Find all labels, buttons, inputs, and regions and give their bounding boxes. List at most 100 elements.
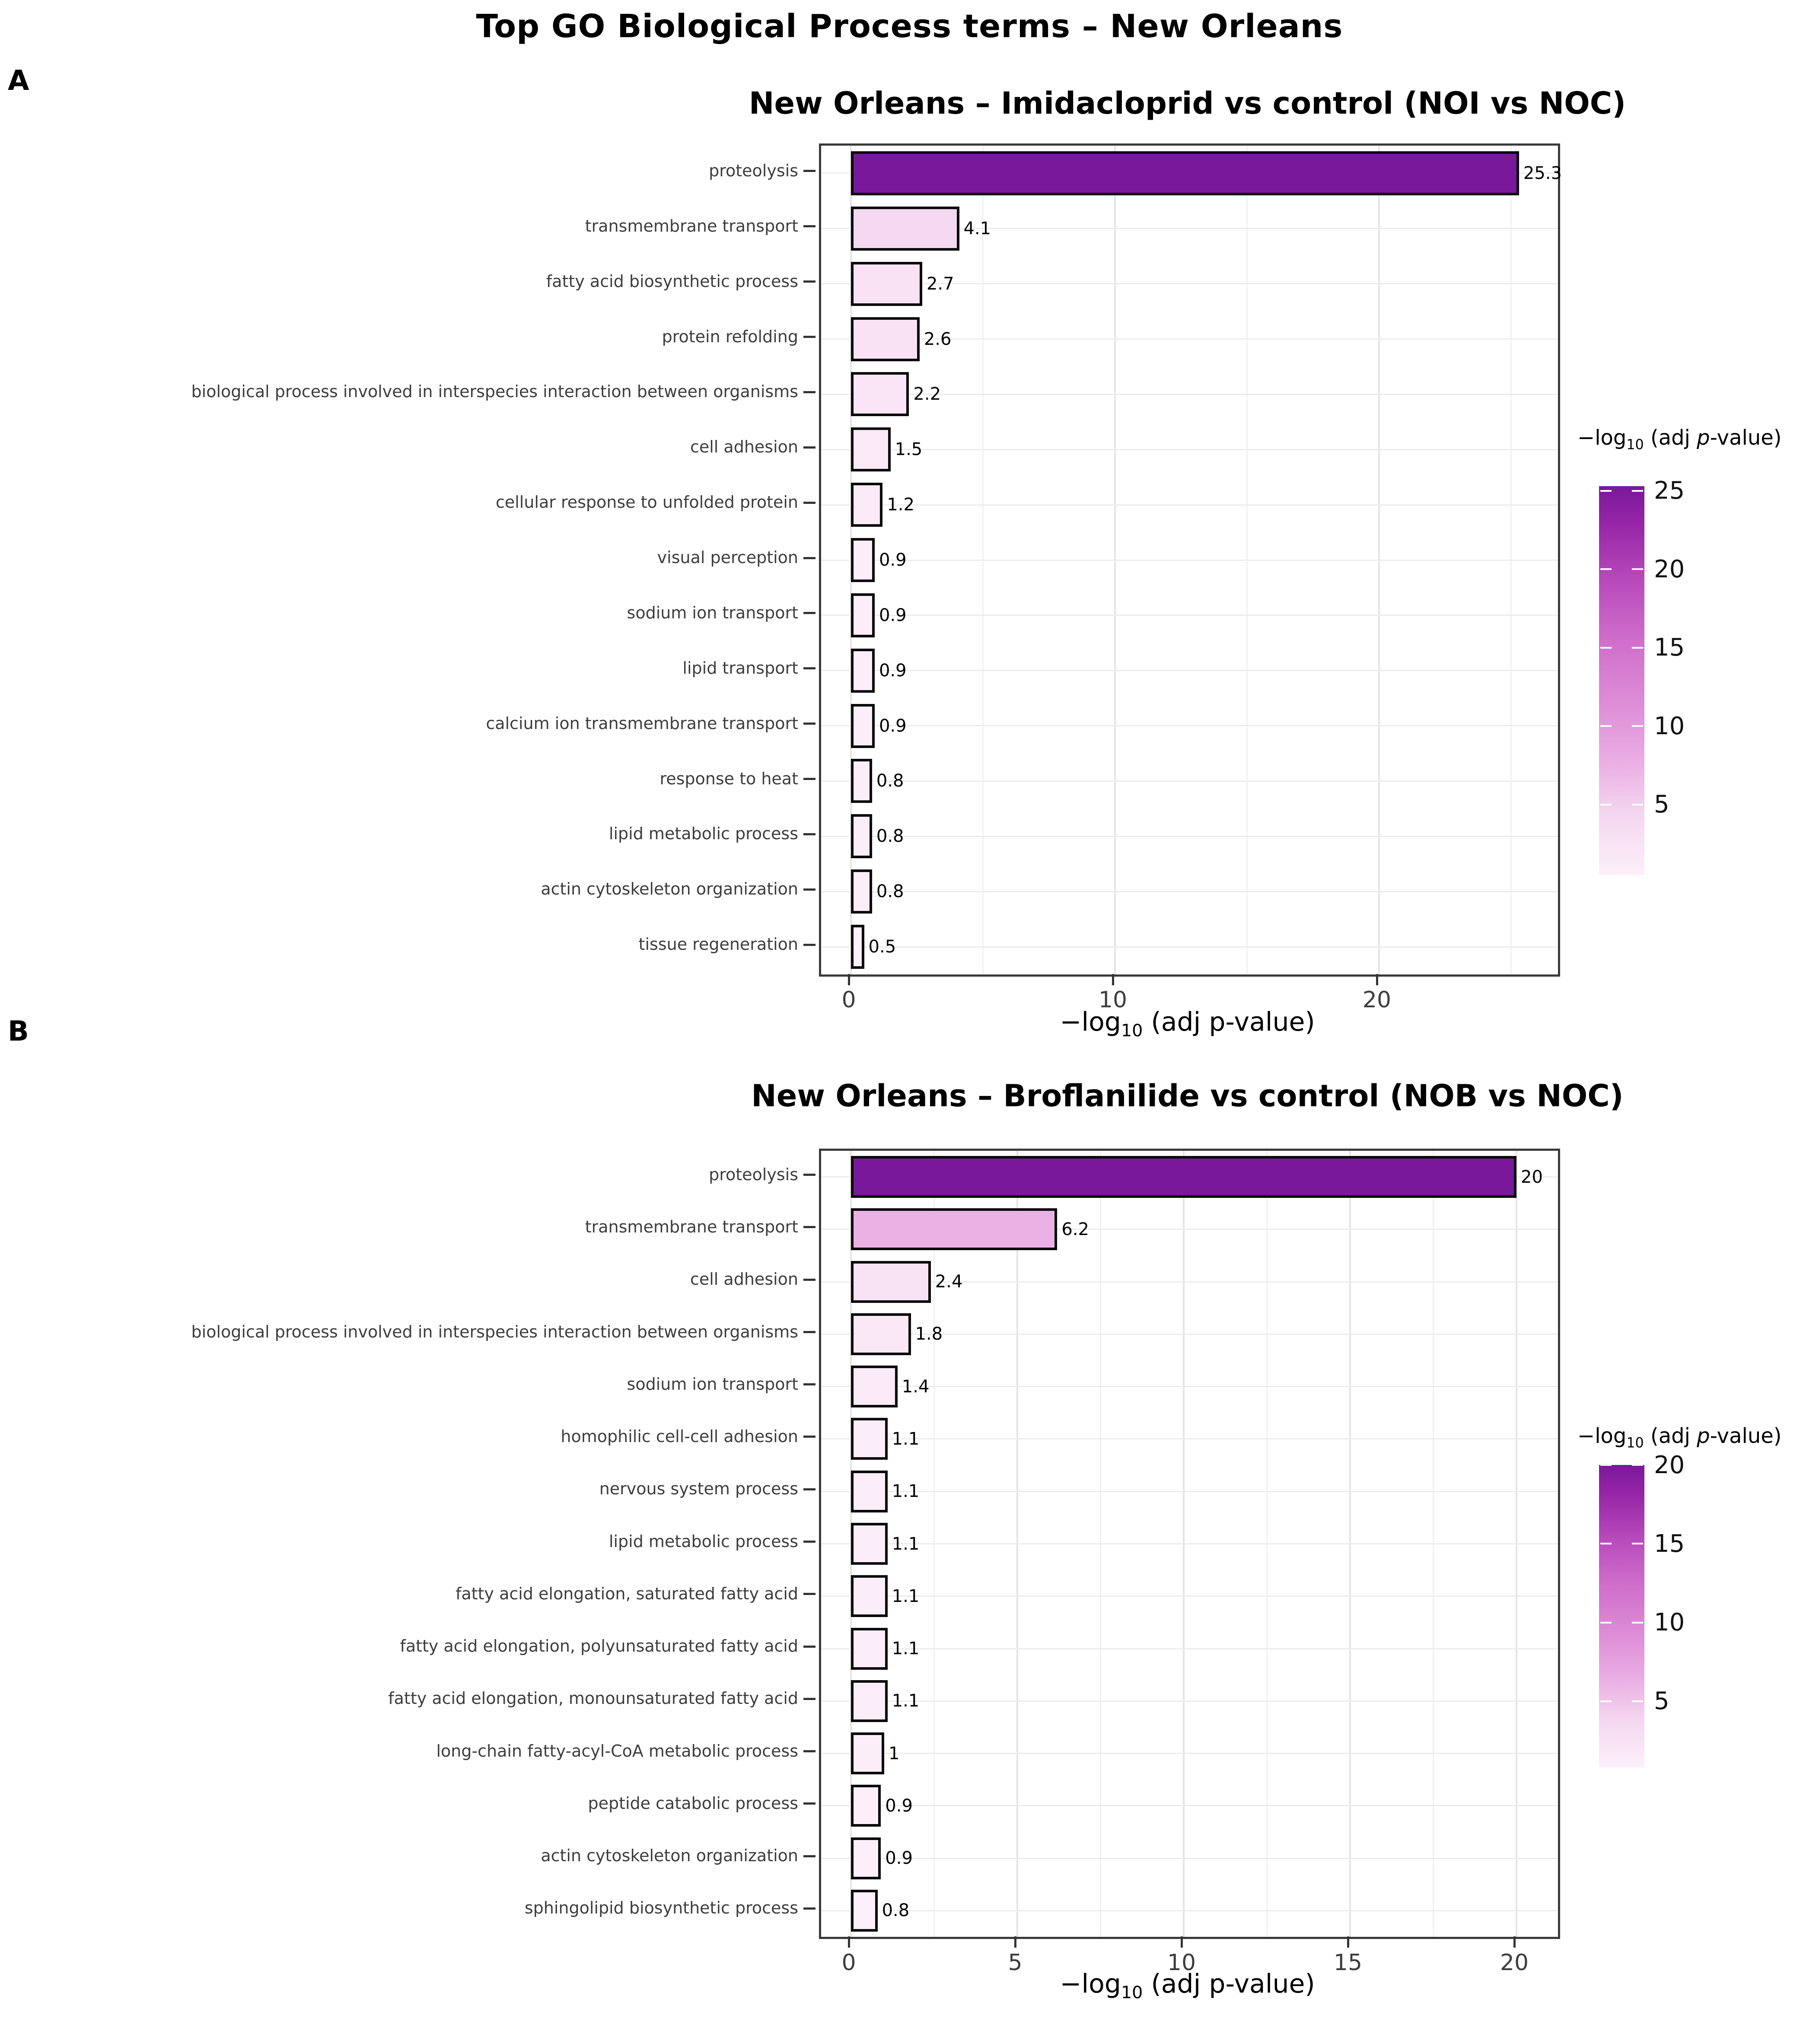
bar-value-label: 6.2 bbox=[1061, 1219, 1089, 1239]
legend-title-subscript: 10 bbox=[1626, 437, 1644, 453]
row-gridline bbox=[821, 228, 1558, 229]
colorbar-tick-label: 15 bbox=[1654, 1529, 1685, 1558]
legend-title-subscript: 10 bbox=[1626, 1435, 1644, 1451]
x-axis-tick-label: 10 bbox=[1167, 1950, 1196, 1976]
bar bbox=[851, 1627, 888, 1670]
bar-value-label: 1.5 bbox=[895, 439, 923, 460]
category-tick bbox=[803, 336, 816, 338]
x-axis-tick bbox=[1513, 1936, 1516, 1948]
colorbar-tick bbox=[1600, 646, 1612, 649]
category-tick bbox=[803, 1750, 816, 1753]
bar-value-label: 2.7 bbox=[926, 274, 954, 294]
legend-title-p: p bbox=[1697, 426, 1710, 450]
bar bbox=[851, 538, 875, 582]
x-label-prefix: −log bbox=[1060, 1969, 1121, 1999]
bar-value-label: 1.2 bbox=[887, 495, 914, 515]
colorbar-tick bbox=[1600, 803, 1612, 806]
row-gridline bbox=[821, 1700, 1558, 1702]
category-label: actin cytoskeleton organization bbox=[541, 1846, 798, 1866]
category-tick bbox=[803, 888, 816, 891]
x-axis-tick-label: 15 bbox=[1333, 1950, 1363, 1976]
bar bbox=[851, 317, 920, 361]
category-tick bbox=[803, 943, 816, 946]
x-axis-tick bbox=[847, 1936, 850, 1948]
bar bbox=[851, 372, 909, 417]
category-tick bbox=[803, 1541, 816, 1543]
row-gridline bbox=[821, 1857, 1558, 1859]
bar-value-label: 1.8 bbox=[915, 1324, 943, 1344]
panel-a-colorbar-gradient bbox=[1599, 486, 1644, 875]
category-tick bbox=[803, 833, 816, 835]
row-gridline bbox=[821, 559, 1558, 561]
row-gridline bbox=[821, 504, 1558, 506]
bar bbox=[851, 1156, 1516, 1198]
panel-b-x-axis-label: −log10 (adj p-value) bbox=[928, 1969, 1447, 2003]
colorbar-tick-label: 20 bbox=[1654, 1451, 1685, 1479]
row-gridline bbox=[821, 1543, 1558, 1544]
bar-value-label: 1.1 bbox=[892, 1429, 920, 1449]
category-label: protein refolding bbox=[662, 327, 798, 346]
bar bbox=[851, 483, 883, 527]
category-label: lipid transport bbox=[682, 658, 798, 678]
category-tick bbox=[803, 1907, 816, 1910]
bar bbox=[851, 593, 875, 637]
row-gridline bbox=[821, 393, 1558, 395]
colorbar-tick bbox=[1632, 725, 1643, 727]
panel-a-title: New Orleans – Imidacloprid vs control (N… bbox=[749, 86, 1626, 121]
category-tick bbox=[803, 1278, 816, 1281]
row-gridline bbox=[821, 1490, 1558, 1492]
colorbar-tick bbox=[1632, 1621, 1643, 1624]
colorbar-tick bbox=[1632, 803, 1643, 806]
row-gridline bbox=[821, 780, 1558, 782]
legend-title-prefix: −log bbox=[1577, 426, 1627, 450]
bar bbox=[851, 1680, 888, 1722]
category-tick bbox=[803, 1697, 816, 1700]
panel-b-label: B bbox=[8, 1016, 29, 1047]
bar-value-label: 0.9 bbox=[879, 716, 907, 736]
bar-value-label: 0.8 bbox=[876, 826, 904, 847]
x-axis-tick bbox=[1180, 1936, 1183, 1948]
category-label: transmembrane transport bbox=[585, 216, 798, 236]
category-label: cellular response to unfolded protein bbox=[495, 493, 798, 512]
legend-title-prefix: −log bbox=[1577, 1424, 1627, 1448]
bar-value-label: 1.1 bbox=[892, 1534, 920, 1554]
panel-b-colorbar-gradient bbox=[1599, 1465, 1644, 1767]
row-gridline bbox=[821, 1229, 1558, 1230]
bar-value-label: 0.9 bbox=[879, 605, 907, 625]
colorbar-tick bbox=[1600, 1700, 1612, 1702]
colorbar-tick-label: 15 bbox=[1654, 634, 1685, 662]
panel-a-legend-title: −log10 (adj p-value) bbox=[1577, 426, 1782, 453]
colorbar-tick bbox=[1632, 1700, 1643, 1702]
colorbar-tick bbox=[1600, 1543, 1612, 1545]
x-axis-tick-label: 0 bbox=[841, 987, 856, 1013]
bar bbox=[851, 1575, 888, 1617]
x-axis-tick bbox=[847, 974, 850, 985]
bar-value-label: 0.9 bbox=[879, 550, 907, 570]
category-tick bbox=[803, 1593, 816, 1595]
category-label: tissue regeneration bbox=[638, 935, 798, 954]
bar-value-label: 20 bbox=[1521, 1167, 1543, 1187]
row-gridline bbox=[821, 1333, 1558, 1335]
row-gridline bbox=[821, 946, 1558, 948]
bar-value-label: 0.8 bbox=[876, 771, 904, 791]
category-label: lipid metabolic process bbox=[608, 824, 798, 844]
category-label: response to heat bbox=[659, 769, 798, 788]
category-tick bbox=[803, 225, 816, 228]
row-gridline bbox=[821, 283, 1558, 285]
category-label: sodium ion transport bbox=[627, 1374, 798, 1394]
row-gridline bbox=[821, 1595, 1558, 1597]
x-axis-tick-label: 0 bbox=[841, 1950, 856, 1976]
bar bbox=[851, 1470, 888, 1512]
colorbar-tick-label: 10 bbox=[1654, 1608, 1685, 1637]
bar-value-label: 1.1 bbox=[892, 1586, 920, 1606]
category-tick bbox=[803, 777, 816, 780]
category-label: cell adhesion bbox=[690, 437, 798, 457]
category-tick bbox=[803, 1488, 816, 1490]
bar bbox=[851, 1313, 911, 1355]
bar bbox=[851, 1837, 881, 1879]
row-gridline bbox=[821, 670, 1558, 672]
bar bbox=[851, 814, 872, 859]
bar bbox=[851, 1261, 931, 1303]
bar bbox=[851, 648, 875, 693]
x-label-suffix: (adj p-value) bbox=[1143, 1007, 1315, 1037]
